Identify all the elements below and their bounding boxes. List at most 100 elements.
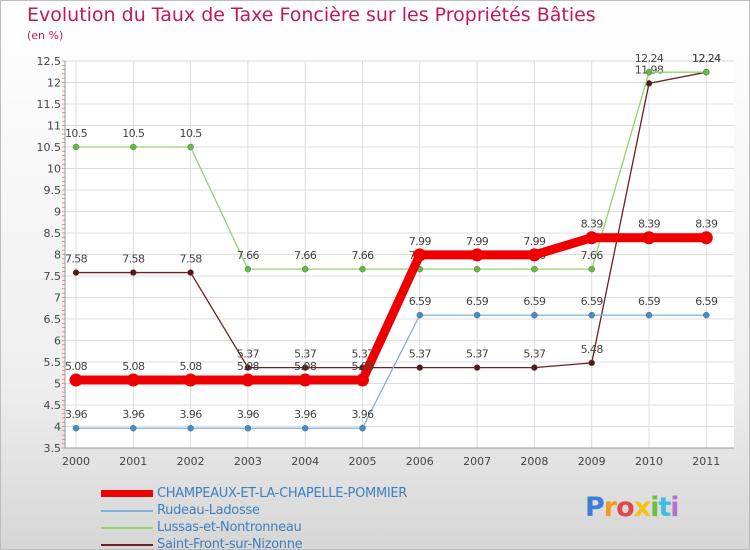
- data-point: [527, 248, 541, 262]
- data-label: 7.99: [409, 235, 432, 248]
- data-point: [588, 359, 595, 367]
- y-tick-label: 11.5: [37, 98, 62, 111]
- x-tick-label: 2006: [406, 455, 434, 468]
- y-tick-label: 12: [47, 77, 61, 90]
- legend-item-champeaux: CHAMPEAUX-ET-LA-CHAPELLE-POMMIER: [101, 485, 407, 502]
- data-point: [130, 269, 137, 276]
- y-tick-label: 11: [47, 120, 61, 133]
- legend-item-rudeau: Rudeau-Ladosse: [101, 502, 407, 519]
- data-label: 8.39: [695, 218, 718, 231]
- legend-swatch-lussas: [101, 526, 153, 529]
- series-line-2: [76, 314, 707, 429]
- data-label: 6.59: [581, 295, 604, 308]
- data-point: [473, 311, 481, 319]
- data-point: [470, 248, 484, 262]
- x-tick-label: 2003: [234, 455, 262, 468]
- x-tick-label: 2011: [692, 455, 720, 468]
- y-tick-label: 6: [54, 335, 61, 348]
- y-tick-label: 12.5: [37, 55, 62, 68]
- data-label: 7.66: [351, 249, 374, 262]
- data-point: [302, 364, 309, 371]
- legend-swatch-champeaux: [101, 490, 153, 497]
- data-label: 3.96: [122, 408, 145, 421]
- data-point: [645, 68, 653, 76]
- data-label: 8.39: [638, 218, 661, 231]
- y-tick-label: 9.5: [44, 184, 62, 197]
- y-tick-label: 4.5: [44, 399, 62, 412]
- data-point: [126, 373, 140, 387]
- data-point: [416, 364, 423, 371]
- data-point: [473, 265, 481, 273]
- y-tick-label: 10: [47, 163, 61, 176]
- data-label: 7.66: [581, 249, 604, 262]
- data-point: [645, 311, 653, 319]
- data-label: 6.59: [638, 295, 661, 308]
- data-point: [298, 373, 312, 387]
- data-point: [69, 373, 83, 387]
- data-point: [473, 364, 481, 371]
- x-tick-label: 2008: [520, 455, 548, 468]
- x-tick-label: 2009: [578, 455, 606, 468]
- data-point: [413, 248, 427, 262]
- data-point: [531, 265, 538, 273]
- data-point: [302, 425, 309, 432]
- data-point: [359, 265, 366, 273]
- data-label: 7.58: [65, 253, 88, 266]
- data-label: 5.08: [65, 360, 88, 373]
- legend-swatch-saint-front: [101, 543, 153, 546]
- data-label: 3.96: [294, 408, 317, 421]
- data-label: 8.39: [581, 218, 604, 231]
- data-point: [72, 143, 80, 151]
- legend-label-saint-front: Saint-Front-sur-Nizonne: [157, 537, 303, 550]
- data-label: 12.24: [692, 52, 721, 65]
- data-point: [302, 265, 309, 273]
- data-point: [699, 231, 713, 245]
- y-tick-label: 5: [54, 378, 61, 391]
- data-label: 5.37: [466, 348, 489, 361]
- data-label: 3.96: [65, 408, 88, 421]
- data-label: 5.37: [523, 348, 546, 361]
- data-point: [72, 269, 80, 276]
- data-point: [588, 265, 595, 273]
- data-point: [703, 311, 710, 319]
- data-label: 6.59: [409, 295, 432, 308]
- x-tick-label: 2010: [635, 455, 663, 468]
- legend-label-rudeau: Rudeau-Ladosse: [157, 503, 260, 518]
- data-label: 6.59: [466, 295, 489, 308]
- data-point: [356, 373, 369, 387]
- x-tick-label: 2005: [349, 455, 377, 468]
- data-label: 10.5: [180, 127, 203, 140]
- series-line-0: [76, 71, 707, 369]
- y-tick-label: 10.5: [37, 141, 62, 154]
- data-label: 6.59: [523, 295, 546, 308]
- legend-label-champeaux: CHAMPEAUX-ET-LA-CHAPELLE-POMMIER: [157, 486, 408, 501]
- data-point: [244, 425, 252, 432]
- data-point: [531, 364, 538, 371]
- x-tick-label: 2002: [177, 455, 205, 468]
- data-label: 10.5: [122, 127, 145, 140]
- data-point: [187, 269, 194, 276]
- data-point: [241, 373, 255, 387]
- data-point: [244, 364, 252, 371]
- proxiti-logo: Proxiti: [585, 492, 680, 523]
- data-label: 7.66: [294, 249, 317, 262]
- data-label: 3.96: [237, 408, 260, 421]
- data-label: 5.08: [351, 360, 374, 373]
- legend: CHAMPEAUX-ET-LA-CHAPELLE-POMMIER Rudeau-…: [101, 485, 407, 550]
- data-label: 12.24: [635, 52, 664, 65]
- series-line-3: [76, 233, 707, 385]
- data-label: 5.08: [122, 360, 145, 373]
- chart-subtitle: (en %): [27, 29, 64, 42]
- data-point: [416, 311, 423, 319]
- x-tick-label: 2007: [463, 455, 491, 468]
- data-point: [703, 68, 710, 76]
- data-point: [187, 143, 194, 151]
- data-point: [585, 231, 599, 245]
- data-point: [130, 143, 137, 151]
- data-label: 7.58: [122, 253, 145, 266]
- y-tick-label: 8: [54, 249, 61, 262]
- y-tick-label: 7.5: [44, 270, 62, 283]
- y-tick-label: 7: [54, 292, 61, 305]
- y-tick-label: 5.5: [44, 356, 62, 369]
